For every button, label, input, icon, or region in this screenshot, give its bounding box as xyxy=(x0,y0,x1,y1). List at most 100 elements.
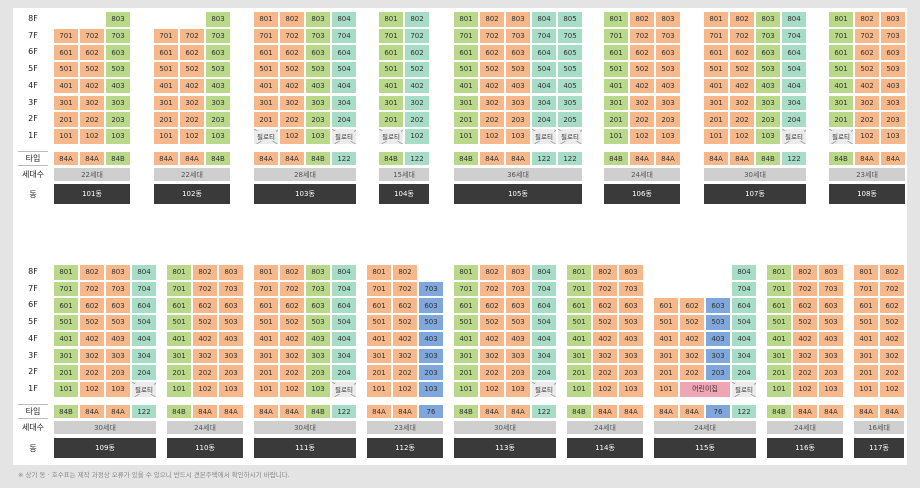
unit-cell[interactable]: 701 xyxy=(53,27,79,45)
unit-cell[interactable]: 601 xyxy=(153,44,179,62)
unit-cell[interactable]: 401 xyxy=(603,77,629,95)
unit-cell[interactable]: 102 xyxy=(729,127,755,145)
unit-cell[interactable]: 501 xyxy=(828,61,854,78)
unit-cell[interactable]: 304 xyxy=(731,347,757,365)
unit-cell[interactable]: 102 xyxy=(404,127,430,145)
unit-cell[interactable]: 704 xyxy=(331,280,357,298)
unit-cell[interactable]: 103 xyxy=(205,127,231,145)
unit-cell[interactable]: 102 xyxy=(279,127,305,145)
unit-cell[interactable]: 501 xyxy=(453,61,479,78)
unit-cell[interactable]: 403 xyxy=(218,330,244,348)
unit-cell[interactable]: 701 xyxy=(828,27,854,45)
unit-cell[interactable]: 201 xyxy=(166,364,192,381)
unit-cell[interactable]: 604 xyxy=(331,297,357,315)
unit-cell[interactable]: 301 xyxy=(253,347,279,365)
unit-cell[interactable]: 802 xyxy=(854,11,880,28)
unit-cell[interactable]: 201 xyxy=(53,364,79,381)
unit-cell[interactable]: 302 xyxy=(279,94,305,112)
unit-cell[interactable]: 503 xyxy=(305,314,331,331)
unit-cell[interactable]: 403 xyxy=(505,77,531,95)
unit-cell[interactable]: 503 xyxy=(505,61,531,78)
unit-cell[interactable]: 701 xyxy=(766,280,792,298)
unit-cell[interactable]: 201 xyxy=(453,364,479,381)
unit-cell[interactable]: 202 xyxy=(392,364,418,381)
unit-cell[interactable]: 803 xyxy=(618,264,644,281)
unit-cell[interactable]: 202 xyxy=(79,364,105,381)
unit-cell[interactable]: 302 xyxy=(79,347,105,365)
unit-cell[interactable]: 803 xyxy=(205,11,231,28)
unit-cell[interactable]: 702 xyxy=(854,27,880,45)
unit-cell[interactable]: 702 xyxy=(79,280,105,298)
unit-cell[interactable]: 803 xyxy=(505,264,531,281)
unit-cell[interactable]: 401 xyxy=(378,77,404,95)
unit-cell[interactable]: 401 xyxy=(453,330,479,348)
unit-cell[interactable]: 401 xyxy=(853,330,879,348)
unit-cell[interactable]: 303 xyxy=(505,94,531,112)
unit-cell[interactable]: 601 xyxy=(366,297,392,315)
building-name-cell[interactable]: 103동 xyxy=(253,183,357,205)
unit-cell[interactable]: 201 xyxy=(53,111,79,128)
unit-cell[interactable]: 301 xyxy=(603,94,629,112)
unit-cell[interactable]: 503 xyxy=(655,61,681,78)
unit-cell[interactable]: 303 xyxy=(618,347,644,365)
unit-cell[interactable]: 302 xyxy=(479,94,505,112)
unit-cell[interactable]: 302 xyxy=(679,347,705,365)
unit-cell[interactable]: 103 xyxy=(105,127,131,145)
unit-cell[interactable]: 301 xyxy=(828,94,854,112)
unit-cell[interactable]: 703 xyxy=(755,27,781,45)
unit-cell[interactable]: 203 xyxy=(205,111,231,128)
unit-cell[interactable]: 404 xyxy=(531,330,557,348)
building-name-cell[interactable]: 106동 xyxy=(603,183,681,205)
unit-cell[interactable]: 101 xyxy=(253,380,279,398)
unit-cell[interactable]: 801 xyxy=(253,264,279,281)
unit-cell[interactable]: 401 xyxy=(566,330,592,348)
unit-cell[interactable]: 403 xyxy=(755,77,781,95)
unit-cell[interactable]: 202 xyxy=(592,364,618,381)
unit-cell[interactable]: 204 xyxy=(331,364,357,381)
unit-cell[interactable]: 601 xyxy=(378,44,404,62)
unit-cell[interactable]: 701 xyxy=(703,27,729,45)
unit-cell[interactable]: 301 xyxy=(703,94,729,112)
unit-cell[interactable]: 502 xyxy=(629,61,655,78)
unit-cell[interactable]: 501 xyxy=(253,314,279,331)
unit-cell[interactable]: 602 xyxy=(79,44,105,62)
unit-cell[interactable]: 503 xyxy=(105,61,131,78)
unit-cell[interactable]: 202 xyxy=(192,364,218,381)
unit-cell[interactable]: 601 xyxy=(703,44,729,62)
unit-cell[interactable]: 502 xyxy=(879,314,905,331)
unit-cell[interactable]: 403 xyxy=(105,77,131,95)
unit-cell[interactable]: 502 xyxy=(279,61,305,78)
unit-cell[interactable]: 103 xyxy=(418,380,444,398)
unit-cell[interactable]: 501 xyxy=(703,61,729,78)
unit-cell[interactable]: 702 xyxy=(479,27,505,45)
unit-cell[interactable]: 404 xyxy=(331,77,357,95)
unit-cell[interactable]: 802 xyxy=(279,264,305,281)
unit-cell[interactable]: 102 xyxy=(192,380,218,398)
unit-cell[interactable]: 102 xyxy=(479,380,505,398)
unit-cell[interactable]: 601 xyxy=(653,297,679,315)
building-name-cell[interactable]: 108동 xyxy=(828,183,906,205)
unit-cell[interactable]: 405 xyxy=(557,77,583,95)
building-name-cell[interactable]: 114동 xyxy=(566,437,644,459)
unit-cell[interactable]: 704 xyxy=(531,27,557,45)
building-name-cell[interactable]: 109동 xyxy=(53,437,157,459)
unit-cell[interactable]: 502 xyxy=(479,314,505,331)
unit-cell[interactable]: 504 xyxy=(131,314,157,331)
unit-cell[interactable]: 302 xyxy=(729,94,755,112)
unit-cell[interactable]: 501 xyxy=(53,61,79,78)
unit-cell[interactable]: 403 xyxy=(505,330,531,348)
unit-cell[interactable]: 601 xyxy=(453,44,479,62)
unit-cell[interactable]: 703 xyxy=(655,27,681,45)
unit-cell[interactable]: 303 xyxy=(705,347,731,365)
unit-cell[interactable]: 503 xyxy=(505,314,531,331)
unit-cell[interactable]: 503 xyxy=(105,314,131,331)
unit-cell[interactable]: 702 xyxy=(392,280,418,298)
unit-cell[interactable]: 601 xyxy=(603,44,629,62)
unit-cell[interactable]: 404 xyxy=(731,330,757,348)
unit-cell[interactable]: 203 xyxy=(705,364,731,381)
unit-cell[interactable]: 504 xyxy=(331,61,357,78)
unit-cell[interactable]: 101 xyxy=(153,127,179,145)
unit-cell[interactable]: 602 xyxy=(792,297,818,315)
unit-cell[interactable]: 804 xyxy=(731,264,757,281)
unit-cell[interactable]: 404 xyxy=(331,330,357,348)
